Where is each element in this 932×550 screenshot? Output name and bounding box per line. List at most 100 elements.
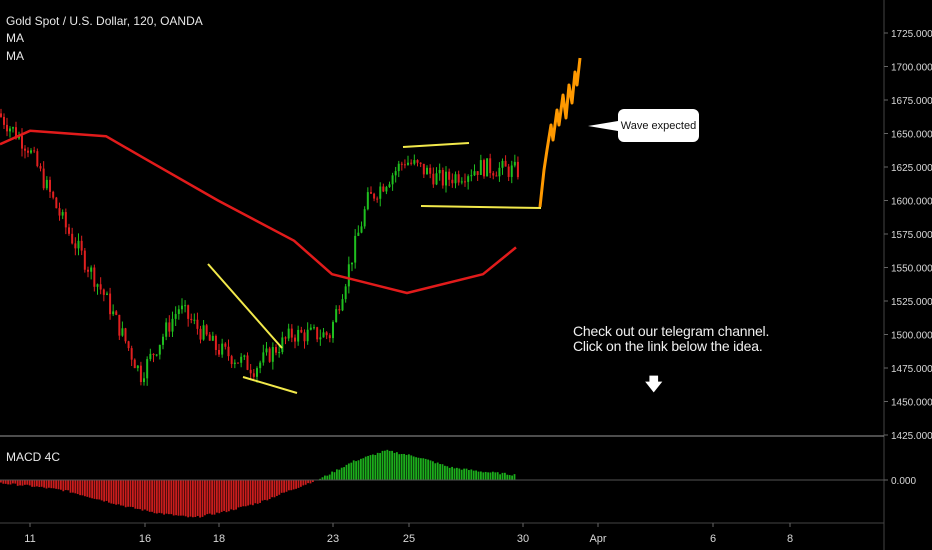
macd-bar-positive bbox=[456, 467, 458, 480]
candle-down bbox=[492, 173, 495, 176]
macd-bar-positive bbox=[463, 468, 465, 480]
macd-bar-positive bbox=[321, 477, 324, 480]
candle-up bbox=[454, 174, 457, 184]
candle-down bbox=[422, 163, 425, 175]
x-tick-label: 23 bbox=[327, 533, 339, 545]
candle-down bbox=[87, 269, 89, 272]
macd-bar-positive bbox=[511, 475, 513, 480]
macd-bar-positive bbox=[494, 472, 497, 480]
macd-bar-negative bbox=[48, 480, 50, 488]
candle-down bbox=[410, 162, 413, 164]
macd-bar-negative bbox=[2, 480, 5, 484]
macd-bar-positive bbox=[444, 465, 446, 480]
macd-bar-positive bbox=[400, 453, 403, 480]
candle-up bbox=[278, 352, 281, 354]
macd-bar-positive bbox=[372, 454, 374, 480]
macd-bar-positive bbox=[388, 450, 391, 480]
candle-down bbox=[303, 332, 306, 342]
down-arrow-icon: 🡇 bbox=[645, 375, 663, 394]
macd-bar-positive bbox=[398, 454, 401, 480]
candle-down bbox=[109, 293, 112, 315]
candle-down bbox=[516, 161, 519, 178]
macd-bar-negative bbox=[273, 480, 276, 498]
macd-bar-positive bbox=[417, 457, 420, 480]
candle-up bbox=[112, 311, 115, 315]
macd-bar-positive bbox=[376, 452, 379, 480]
candle-up bbox=[287, 328, 290, 339]
macd-bar-negative bbox=[105, 480, 108, 501]
candle-down bbox=[218, 349, 220, 355]
macd-bar-positive bbox=[501, 472, 504, 480]
macd-bar-negative bbox=[62, 480, 65, 492]
macd-bar-negative bbox=[96, 480, 98, 500]
projection-wave bbox=[538, 57, 582, 208]
macd-bar-negative bbox=[136, 480, 139, 509]
y-tick-label: 1625.000 bbox=[891, 163, 932, 174]
macd-bar-positive bbox=[352, 460, 355, 480]
candle-down bbox=[187, 305, 190, 319]
macd-bar-positive bbox=[489, 472, 492, 480]
candle-up bbox=[467, 176, 470, 182]
macd-bar-negative bbox=[100, 480, 103, 501]
candle-up bbox=[388, 184, 391, 188]
x-tick-label: 11 bbox=[24, 533, 35, 545]
candle-down bbox=[370, 192, 372, 194]
macd-bar-negative bbox=[172, 480, 175, 516]
candle-down bbox=[483, 160, 485, 177]
x-tick-label: 16 bbox=[139, 533, 151, 545]
candle-down bbox=[55, 197, 58, 209]
macd-bar-negative bbox=[98, 480, 101, 500]
macd-bar-positive bbox=[360, 458, 362, 480]
candle-down bbox=[504, 160, 507, 167]
candle-up bbox=[158, 344, 161, 355]
candle-down bbox=[376, 198, 379, 200]
candle-up bbox=[313, 327, 315, 329]
y-tick-label: 1650.000 bbox=[891, 130, 932, 141]
candle-down bbox=[325, 332, 328, 336]
macd-bar-positive bbox=[324, 475, 326, 480]
candle-down bbox=[130, 348, 133, 360]
macd-bar-negative bbox=[88, 480, 91, 498]
y-tick-label: 1450.000 bbox=[891, 398, 932, 409]
x-tick-label: 18 bbox=[213, 533, 225, 545]
macd-bar-negative bbox=[182, 480, 185, 516]
candle-up bbox=[9, 128, 11, 132]
candle-up bbox=[18, 135, 20, 139]
candle-up bbox=[379, 186, 382, 199]
y-tick-label: 1675.000 bbox=[891, 96, 932, 107]
macd-bar-negative bbox=[177, 480, 180, 516]
macd-bar-positive bbox=[333, 472, 336, 480]
macd-bar-negative bbox=[302, 480, 305, 486]
candle-up bbox=[61, 212, 64, 216]
candle-up bbox=[513, 161, 516, 166]
macd-bar-negative bbox=[199, 480, 201, 518]
candle-up bbox=[501, 160, 504, 168]
macd-bar-negative bbox=[45, 480, 48, 489]
macd-bar-positive bbox=[362, 458, 365, 480]
candle-down bbox=[294, 337, 296, 342]
macd-bar-positive bbox=[326, 475, 329, 480]
trend-line bbox=[207, 263, 283, 349]
candle-up bbox=[347, 264, 350, 287]
candle-down bbox=[338, 309, 341, 311]
candle-down bbox=[448, 171, 451, 180]
macd-bar-positive bbox=[487, 472, 489, 480]
macd-bar-negative bbox=[309, 480, 312, 484]
macd-bar-positive bbox=[336, 469, 338, 480]
macd-bar-negative bbox=[189, 480, 192, 517]
candle-down bbox=[441, 169, 444, 186]
macd-bar-positive bbox=[350, 462, 353, 480]
candle-down bbox=[6, 124, 8, 132]
macd-bar-positive bbox=[470, 469, 473, 480]
candle-down bbox=[127, 341, 130, 349]
telegram-note: Check out our telegram channel. Click on… bbox=[573, 324, 769, 354]
macd-bar-negative bbox=[127, 480, 129, 507]
macd-bar-negative bbox=[261, 480, 264, 501]
candle-down bbox=[476, 171, 479, 175]
macd-bar-negative bbox=[151, 480, 153, 512]
macd-bar-negative bbox=[168, 480, 170, 515]
macd-bar-positive bbox=[405, 454, 408, 480]
candle-up bbox=[335, 309, 338, 323]
macd-bar-positive bbox=[420, 458, 422, 480]
